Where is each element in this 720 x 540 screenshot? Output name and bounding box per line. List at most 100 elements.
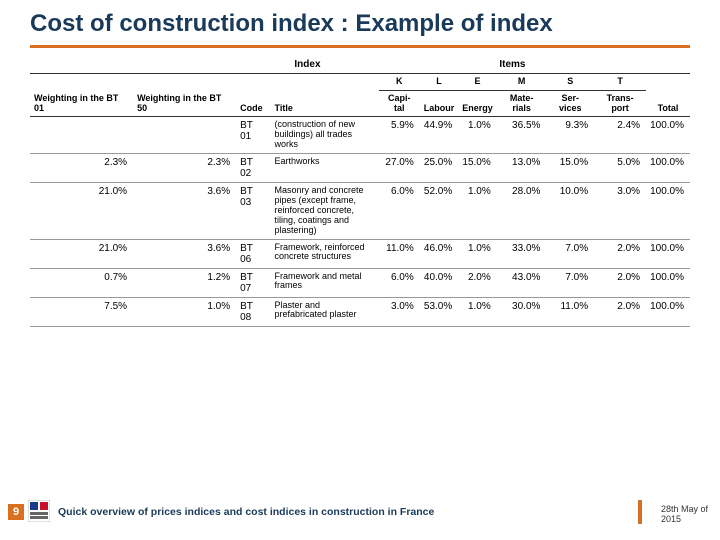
cell-k: 5.9% (379, 117, 420, 154)
cell-desc: Masonry and concrete pipes (except frame… (270, 183, 378, 239)
cell-t: 2.0% (594, 239, 646, 268)
cell-w50: 2.3% (133, 154, 236, 183)
cell-k: 11.0% (379, 239, 420, 268)
cell-desc: Framework and metal frames (270, 268, 378, 297)
table-row: BT 01(construction of new buildings) all… (30, 117, 690, 154)
footer-text: Quick overview of prices indices and cos… (58, 506, 434, 518)
table-row: 7.5%1.0%BT 08Plaster and prefabricated p… (30, 297, 690, 326)
cell-l: 53.0% (420, 297, 459, 326)
cell-w50: 1.0% (133, 297, 236, 326)
cell-total: 100.0% (646, 268, 690, 297)
col-l-sub: Labour (420, 90, 459, 117)
cell-m: 13.0% (497, 154, 547, 183)
cell-w50: 3.6% (133, 183, 236, 239)
cell-l: 52.0% (420, 183, 459, 239)
cell-s: 10.0% (546, 183, 594, 239)
title-underline (30, 45, 690, 48)
cell-k: 3.0% (379, 297, 420, 326)
cell-w01: 21.0% (30, 239, 133, 268)
cell-total: 100.0% (646, 154, 690, 183)
cell-e: 1.0% (458, 117, 497, 154)
insee-logo (28, 500, 50, 522)
col-m: M (497, 73, 547, 90)
cell-e: 15.0% (458, 154, 497, 183)
table-row: 21.0%3.6%BT 03Masonry and concrete pipes… (30, 183, 690, 239)
cell-desc: Earthworks (270, 154, 378, 183)
cell-w01 (30, 117, 133, 154)
cell-m: 36.5% (497, 117, 547, 154)
index-table: Index Items Weighting in the BT 01 Weigh… (30, 56, 690, 327)
cell-t: 2.0% (594, 297, 646, 326)
slide-title: Cost of construction index : Example of … (30, 10, 690, 39)
cell-total: 100.0% (646, 239, 690, 268)
cell-desc: Framework, reinforced concrete structure… (270, 239, 378, 268)
col-e-sub: Energy (458, 90, 497, 117)
cell-desc: Plaster and prefabricated plaster (270, 297, 378, 326)
col-w01: Weighting in the BT 01 (30, 73, 133, 117)
cell-w50: 1.2% (133, 268, 236, 297)
cell-k: 6.0% (379, 183, 420, 239)
cell-t: 5.0% (594, 154, 646, 183)
cell-w50: 3.6% (133, 239, 236, 268)
cell-w01: 21.0% (30, 183, 133, 239)
cell-w01: 2.3% (30, 154, 133, 183)
col-m-sub: Mate-rials (497, 90, 547, 117)
cell-code: BT 01 (236, 117, 270, 154)
footer-date: 28th May of2015 (661, 504, 708, 524)
cell-m: 43.0% (497, 268, 547, 297)
page-number: 9 (8, 504, 24, 520)
cell-total: 100.0% (646, 117, 690, 154)
cell-total: 100.0% (646, 297, 690, 326)
cell-s: 11.0% (546, 297, 594, 326)
cell-code: BT 07 (236, 268, 270, 297)
cell-s: 9.3% (546, 117, 594, 154)
col-e: E (458, 73, 497, 90)
cell-w01: 7.5% (30, 297, 133, 326)
cell-code: BT 06 (236, 239, 270, 268)
cell-total: 100.0% (646, 183, 690, 239)
cell-e: 2.0% (458, 268, 497, 297)
cell-code: BT 03 (236, 183, 270, 239)
cell-m: 33.0% (497, 239, 547, 268)
cell-w50 (133, 117, 236, 154)
cell-code: BT 08 (236, 297, 270, 326)
cell-l: 40.0% (420, 268, 459, 297)
cell-e: 1.0% (458, 183, 497, 239)
cell-m: 28.0% (497, 183, 547, 239)
col-total: Total (646, 73, 690, 117)
header-index: Index (236, 56, 379, 74)
col-t-sub: Trans-port (594, 90, 646, 117)
cell-desc: (construction of new buildings) all trad… (270, 117, 378, 154)
col-l: L (420, 73, 459, 90)
cell-s: 7.0% (546, 268, 594, 297)
col-code: Code (236, 73, 270, 117)
table-row: 0.7%1.2%BT 07Framework and metal frames6… (30, 268, 690, 297)
table-row: 2.3%2.3%BT 02Earthworks27.0%25.0%15.0%13… (30, 154, 690, 183)
cell-t: 2.0% (594, 268, 646, 297)
date-bar (638, 500, 642, 524)
cell-t: 2.4% (594, 117, 646, 154)
cell-l: 44.9% (420, 117, 459, 154)
col-s-sub: Ser-vices (546, 90, 594, 117)
col-k-sub: Capi-tal (379, 90, 420, 117)
cell-s: 7.0% (546, 239, 594, 268)
cell-e: 1.0% (458, 297, 497, 326)
footer: 9 Quick overview of prices indices and c… (0, 492, 720, 532)
col-t: T (594, 73, 646, 90)
header-items: Items (379, 56, 646, 74)
cell-w01: 0.7% (30, 268, 133, 297)
cell-t: 3.0% (594, 183, 646, 239)
col-w50: Weighting in the BT 50 (133, 73, 236, 117)
col-k: K (379, 73, 420, 90)
col-s: S (546, 73, 594, 90)
col-title: Title (270, 73, 378, 117)
cell-l: 25.0% (420, 154, 459, 183)
cell-l: 46.0% (420, 239, 459, 268)
cell-k: 6.0% (379, 268, 420, 297)
cell-s: 15.0% (546, 154, 594, 183)
cell-code: BT 02 (236, 154, 270, 183)
cell-m: 30.0% (497, 297, 547, 326)
cell-k: 27.0% (379, 154, 420, 183)
table-row: 21.0%3.6%BT 06Framework, reinforced conc… (30, 239, 690, 268)
cell-e: 1.0% (458, 239, 497, 268)
